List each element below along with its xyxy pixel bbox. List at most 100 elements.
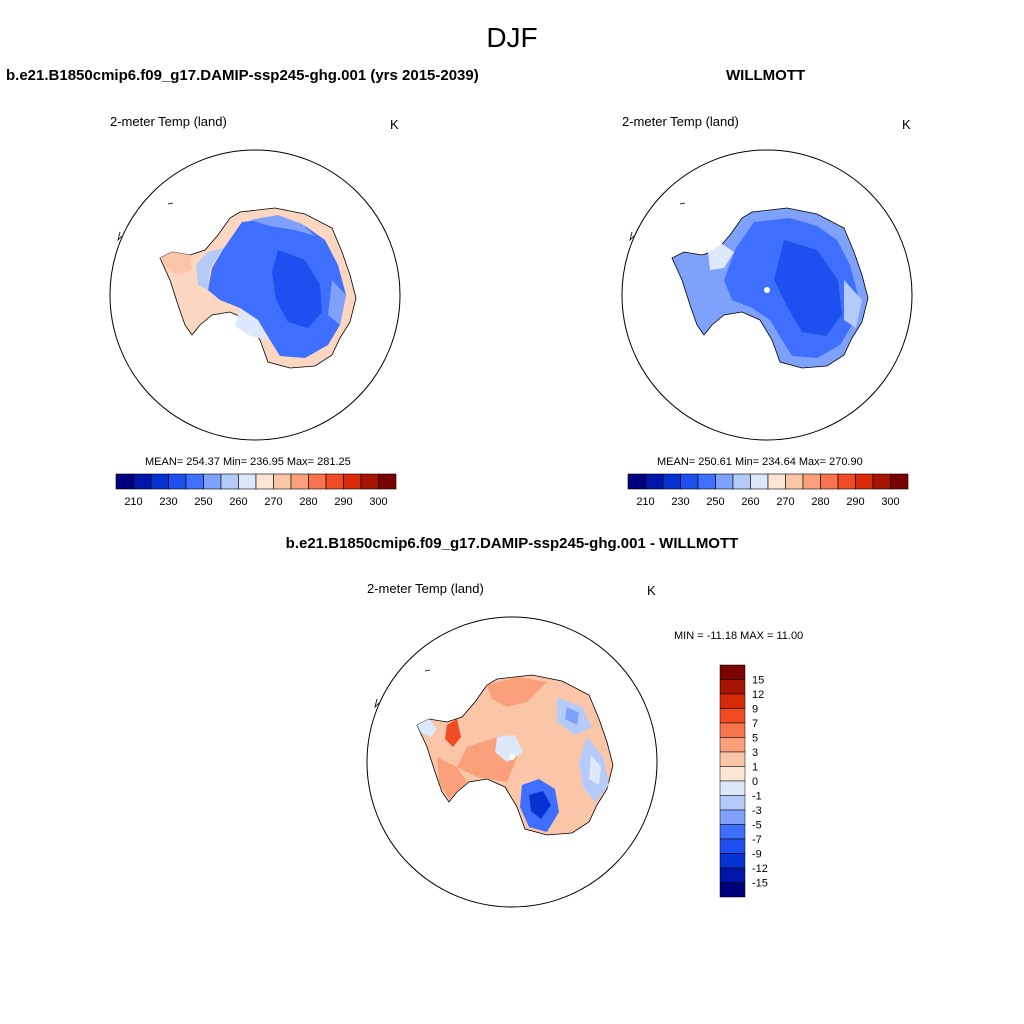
diff-variable-label: 2-meter Temp (land) <box>367 581 484 596</box>
model-colorbar-swatch <box>115 473 134 490</box>
model-colorbar-swatch <box>150 473 169 490</box>
obs-colorbar-swatch <box>645 473 664 490</box>
model-colorbar-label: 300 <box>369 496 387 508</box>
model-colorbar-label: 270 <box>264 496 282 508</box>
obs-colorbar-label: 290 <box>846 496 864 508</box>
obs-colorbar-label: 270 <box>776 496 794 508</box>
model-colorbar-label: 250 <box>194 496 212 508</box>
obs-colorbar-swatch <box>767 473 786 490</box>
diff-colorbar-label: -1 <box>752 791 762 803</box>
obs-colorbar-swatch <box>820 473 839 490</box>
diff-colorbar-label: -3 <box>752 805 762 817</box>
model-colorbar-swatch <box>255 473 274 490</box>
diff-colorbar-swatch <box>719 838 746 854</box>
model-colorbar-label: 210 <box>124 496 142 508</box>
obs-units-label: K <box>902 117 911 132</box>
diff-colorbar-swatch <box>719 853 746 869</box>
diff-colorbar-label: -12 <box>752 863 768 875</box>
season-title: DJF <box>486 22 538 53</box>
obs-antarctica <box>671 207 869 369</box>
obs-colorbar-swatch <box>785 473 804 490</box>
diff-colorbar-label: 0 <box>752 776 758 788</box>
model-colorbar-label: 290 <box>334 496 352 508</box>
obs-colorbar-label: 230 <box>671 496 689 508</box>
model-units-label: K <box>390 117 399 132</box>
diff-panel-title: b.e21.B1850cmip6.f09_g17.DAMIP-ssp245-gh… <box>285 535 739 552</box>
diff-colorbar-label: -15 <box>752 878 768 890</box>
model-colorbar: 210 230 250 260 270 280 290 300 <box>115 473 397 508</box>
obs-colorbar-swatch <box>697 473 716 490</box>
model-colorbar-swatch <box>308 473 327 490</box>
diff-colorbar-swatch <box>719 664 746 680</box>
model-colorbar-label: 280 <box>299 496 317 508</box>
model-variable-label: 2-meter Temp (land) <box>110 114 227 129</box>
diff-stats-label: MIN = -11.18 MAX = 11.00 <box>674 630 804 642</box>
model-stats-label: MEAN= 254.37 Min= 236.95 Max= 281.25 <box>145 456 351 468</box>
model-colorbar-label: 230 <box>159 496 177 508</box>
model-panel-title: b.e21.B1850cmip6.f09_g17.DAMIP-ssp245-gh… <box>6 67 479 84</box>
diff-colorbar-label: 9 <box>752 704 758 716</box>
diff-colorbar-swatch <box>719 679 746 695</box>
obs-colorbar-label: 280 <box>811 496 829 508</box>
obs-colorbar-label: 300 <box>881 496 899 508</box>
obs-colorbar-swatch <box>890 473 909 490</box>
obs-colorbar-swatch <box>855 473 874 490</box>
diff-colorbar-swatch <box>719 722 746 738</box>
diff-colorbar-swatch <box>719 708 746 724</box>
obs-colorbar-label: 260 <box>741 496 759 508</box>
diff-colorbar-swatch <box>719 766 746 782</box>
obs-colorbar-label: 210 <box>636 496 654 508</box>
model-colorbar-swatch <box>360 473 379 490</box>
obs-colorbar-swatch <box>872 473 891 490</box>
model-colorbar-swatch <box>290 473 309 490</box>
diff-colorbar-swatch <box>719 737 746 753</box>
obs-stats-label: MEAN= 250.61 Min= 234.64 Max= 270.90 <box>657 456 863 468</box>
diff-colorbar-label: 15 <box>752 675 764 687</box>
diff-colorbar-swatch <box>719 867 746 883</box>
diff-colorbar-swatch <box>719 882 746 898</box>
diff-colorbar-swatch <box>719 780 746 796</box>
obs-colorbar-swatch <box>750 473 769 490</box>
model-colorbar-label: 260 <box>229 496 247 508</box>
diff-colorbar: 15 12 9 7 5 3 1 0 -1 -3 -5 -7 -9 -12 -15 <box>719 664 768 898</box>
diff-colorbar-label: 1 <box>752 762 758 774</box>
diff-colorbar-swatch <box>719 751 746 767</box>
diff-colorbar-label: 3 <box>752 747 758 759</box>
diff-colorbar-swatch <box>719 809 746 825</box>
model-colorbar-swatch <box>220 473 239 490</box>
model-antarctica <box>159 207 357 369</box>
diff-colorbar-swatch <box>719 824 746 840</box>
obs-colorbar-swatch <box>732 473 751 490</box>
obs-colorbar-label: 250 <box>706 496 724 508</box>
model-colorbar-swatch <box>325 473 344 490</box>
diff-map <box>366 616 658 908</box>
model-islands <box>117 202 174 242</box>
model-colorbar-swatch <box>343 473 362 490</box>
diff-colorbar-label: -5 <box>752 820 762 832</box>
model-colorbar-swatch <box>133 473 152 490</box>
diff-units-label: K <box>647 583 656 598</box>
obs-islands <box>629 202 686 242</box>
obs-colorbar-swatch <box>627 473 646 490</box>
obs-variable-label: 2-meter Temp (land) <box>622 114 739 129</box>
diff-colorbar-label: 12 <box>752 689 764 701</box>
obs-colorbar-swatch <box>837 473 856 490</box>
obs-colorbar: 210 230 250 260 270 280 290 300 <box>627 473 909 508</box>
diff-colorbar-label: 7 <box>752 718 758 730</box>
model-colorbar-swatch <box>203 473 222 490</box>
obs-panel-title: WILLMOTT <box>726 67 806 84</box>
diff-antarctica <box>416 674 614 836</box>
obs-colorbar-swatch <box>662 473 681 490</box>
model-colorbar-swatch <box>378 473 397 490</box>
obs-colorbar-swatch <box>715 473 734 490</box>
obs-map <box>621 149 913 441</box>
diff-colorbar-swatch <box>719 795 746 811</box>
diff-colorbar-label: -9 <box>752 849 762 861</box>
model-colorbar-swatch <box>168 473 187 490</box>
model-colorbar-swatch <box>238 473 257 490</box>
model-colorbar-swatch <box>185 473 204 490</box>
diff-colorbar-label: -7 <box>752 834 762 846</box>
diff-colorbar-swatch <box>719 693 746 709</box>
diff-islands <box>374 669 431 709</box>
diff-colorbar-label: 5 <box>752 733 758 745</box>
